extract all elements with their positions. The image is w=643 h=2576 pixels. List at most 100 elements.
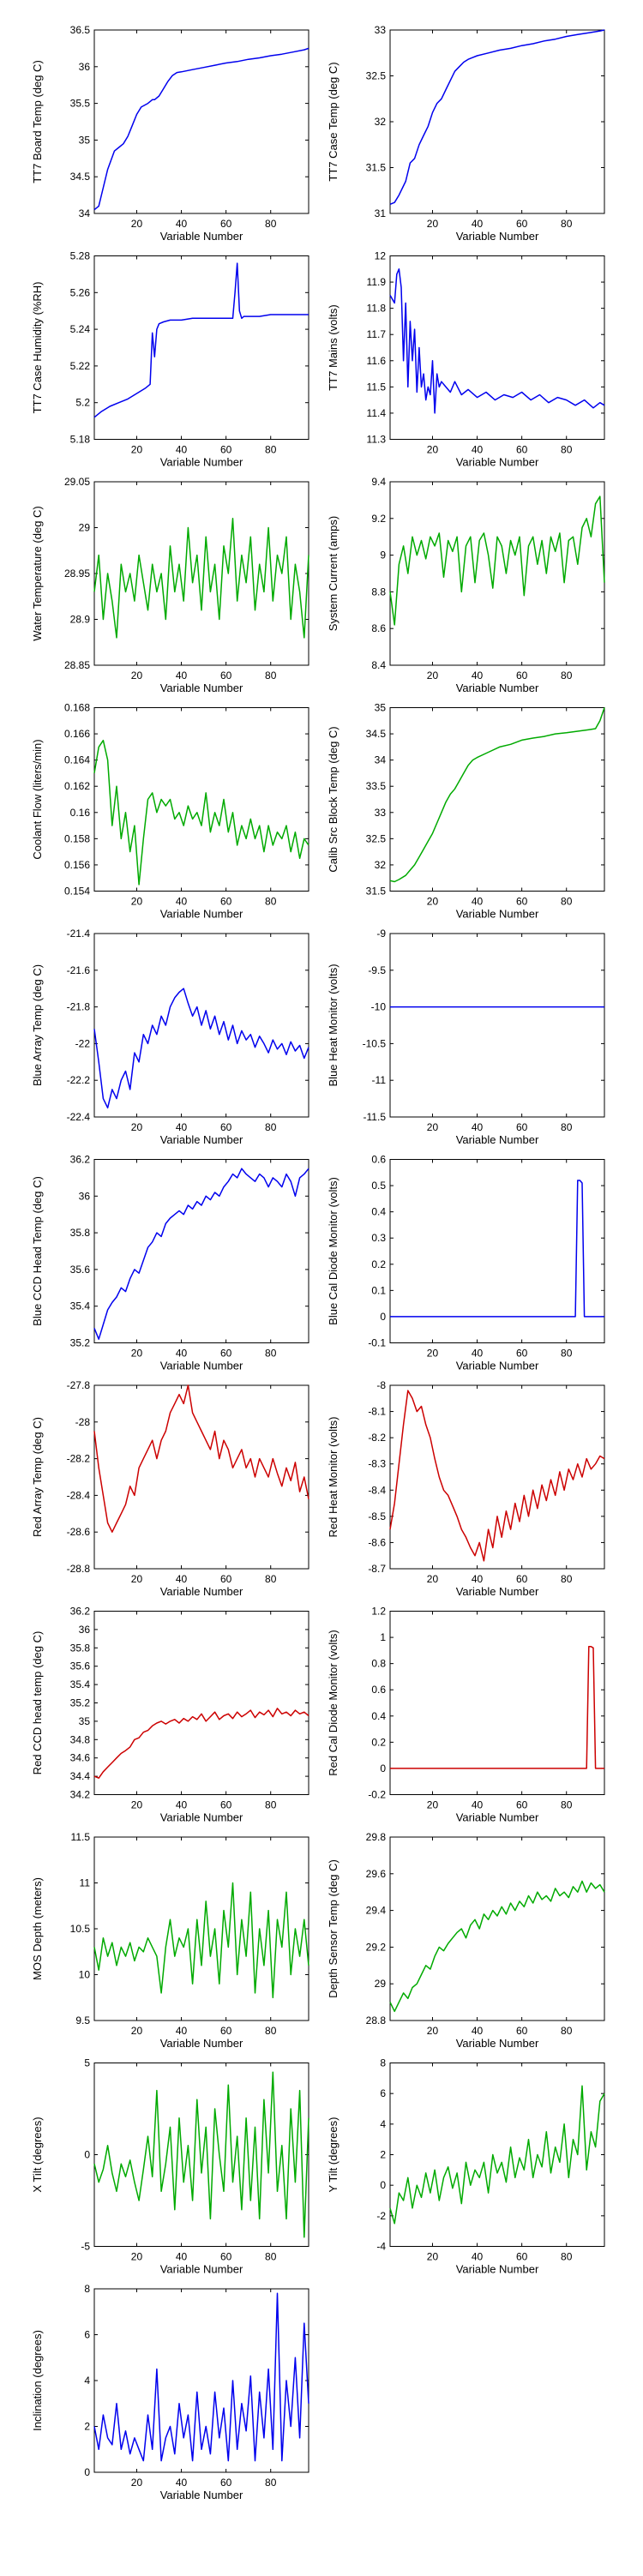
- x-tick-label: 80: [265, 2477, 277, 2489]
- y-tick-label: 35.2: [70, 1697, 91, 1709]
- y-tick-label: 0.4: [371, 1710, 386, 1722]
- y-tick-label: 11.3: [367, 434, 387, 446]
- y-tick-label: 29: [79, 522, 91, 534]
- x-axis-label: Variable Number: [456, 2263, 539, 2276]
- x-tick-label: 40: [472, 896, 484, 908]
- x-axis-label: Variable Number: [456, 1133, 539, 1146]
- y-tick-label: 34: [79, 207, 91, 219]
- y-tick-label: 35.6: [70, 1660, 91, 1672]
- y-tick-label: -8.6: [368, 1536, 386, 1548]
- x-tick-label: 60: [220, 1121, 232, 1133]
- chart-panel-1: 20 40 60 80 34 34.5 35 35.5 36 36.5 Variable Numbe…: [31, 24, 309, 243]
- y-tick-label: -21.4: [67, 928, 91, 940]
- y-tick-label: 1.2: [371, 1606, 386, 1618]
- y-tick-label: 28.8: [366, 2015, 387, 2027]
- x-tick-label: 80: [561, 896, 573, 908]
- x-axis-label: Variable Number: [160, 682, 243, 694]
- plot-area: [389, 29, 605, 214]
- chart-panel-15: 20 40 60 80 34.2 34.4 34.6 34.8 35 35.2 35.4 35.6 35…: [31, 1606, 309, 1824]
- chart-panel-4: 20 40 60 80 11.3 11.4 11.5 11.6 11.7 11.8 11.9 12 Va…: [327, 250, 605, 469]
- x-tick-label: 40: [472, 1121, 484, 1133]
- y-axis-label: Blue Array Temp (deg C): [31, 964, 44, 1086]
- series-line-1: [389, 1390, 605, 1562]
- y-tick-label: -8.7: [368, 1563, 386, 1575]
- x-tick-label: 20: [131, 1799, 143, 1811]
- chart-panel-19: 20 40 60 80 -5 0 5 Variable Number X Tilt (degre…: [31, 2057, 309, 2276]
- plot-area: [93, 1611, 309, 1795]
- x-tick-label: 80: [561, 1573, 573, 1585]
- y-tick-label: 33: [375, 807, 387, 819]
- y-tick-label: 0.168: [64, 702, 90, 714]
- y-tick-label: 11.6: [367, 355, 387, 367]
- x-tick-label: 60: [516, 1799, 528, 1811]
- x-tick-label: 20: [427, 670, 439, 682]
- y-tick-label: 32.5: [366, 70, 387, 82]
- x-tick-label: 60: [220, 896, 232, 908]
- x-axis-label: Variable Number: [160, 1811, 243, 1824]
- plot-area: [389, 707, 605, 892]
- y-tick-label: 10.5: [70, 1923, 91, 1935]
- series-line-1: [389, 707, 605, 883]
- x-tick-label: 20: [427, 2025, 439, 2037]
- y-tick-label: 31.5: [366, 886, 387, 898]
- y-tick-label: 0.164: [64, 754, 90, 766]
- y-tick-label: 8.8: [371, 585, 386, 597]
- y-tick-label: 36: [79, 61, 91, 73]
- x-tick-label: 60: [220, 2251, 232, 2263]
- y-tick-label: 28.85: [64, 659, 90, 671]
- x-tick-label: 80: [561, 1121, 573, 1133]
- x-tick-label: 20: [427, 1121, 439, 1133]
- x-axis-label: Variable Number: [456, 682, 539, 694]
- series-line-1: [93, 988, 309, 1109]
- plot-area: [389, 255, 605, 440]
- x-tick-label: 60: [516, 218, 528, 230]
- x-tick-label: 60: [516, 2251, 528, 2263]
- chart-panel-3: 20 40 60 80 5.18 5.2 5.22 5.24 5.26 5.28 Variable …: [31, 250, 309, 469]
- y-tick-label: 0: [84, 2466, 90, 2478]
- y-tick-label: 32.5: [366, 832, 387, 844]
- y-tick-label: 35.8: [70, 1227, 91, 1239]
- x-tick-label: 80: [265, 1573, 277, 1585]
- x-axis-label: Variable Number: [456, 908, 539, 921]
- y-tick-label: 9.4: [371, 476, 386, 488]
- series-line-1: [93, 739, 309, 886]
- y-tick-label: 0.3: [371, 1232, 386, 1244]
- chart-panel-7: 20 40 60 80 0.154 0.156 0.158 0.16 0.162 0.164 0.1…: [31, 702, 309, 921]
- chart-panel-16: 20 40 60 80 -0.2 0 0.2 0.4 0.6 0.8 1 1.2 Variable Nu…: [327, 1606, 605, 1824]
- y-tick-label: 4: [84, 2375, 90, 2387]
- plot-area: [389, 481, 605, 666]
- x-tick-label: 40: [472, 2025, 484, 2037]
- y-tick-label: 0.156: [64, 859, 90, 871]
- y-tick-label: 36: [79, 1190, 91, 1202]
- chart-panel-5: 20 40 60 80 28.85 28.9 28.95 29 29.05 Variable Nu…: [31, 476, 309, 694]
- x-tick-label: 20: [427, 896, 439, 908]
- y-tick-label: -10: [371, 1001, 387, 1013]
- plot-area: [389, 2063, 605, 2247]
- x-tick-label: 80: [561, 2251, 573, 2263]
- y-tick-label: 2: [84, 2421, 90, 2433]
- y-tick-label: -8.1: [368, 1406, 386, 1418]
- y-tick-label: -0.2: [368, 1789, 386, 1801]
- y-tick-label: 34.6: [70, 1752, 91, 1764]
- x-tick-label: 60: [220, 444, 232, 456]
- plot-area: [389, 1611, 605, 1795]
- x-tick-label: 20: [427, 444, 439, 456]
- y-tick-label: -11.5: [364, 1111, 387, 1123]
- y-tick-label: 0: [84, 2149, 90, 2161]
- x-axis-label: Variable Number: [160, 456, 243, 469]
- x-tick-label: 40: [472, 1573, 484, 1585]
- y-axis-label: Red Array Temp (deg C): [31, 1417, 44, 1537]
- y-tick-label: 5.2: [75, 397, 90, 409]
- chart-panel-13: 20 40 60 80 -28.8 -28.6 -28.4 -28.2 -28 -27.8 Vari…: [31, 1379, 309, 1598]
- chart-panel-14: 20 40 60 80 -8.7 -8.6 -8.5 -8.4 -8.3 -8.2 -8.1 -8 Va…: [327, 1379, 605, 1598]
- x-tick-label: 40: [176, 1121, 188, 1133]
- y-axis-label: Blue Heat Monitor (volts): [327, 964, 340, 1086]
- y-tick-label: 36.2: [70, 1606, 91, 1618]
- y-tick-label: 0.158: [64, 832, 90, 844]
- series-line-1: [389, 268, 605, 414]
- y-tick-label: 5.28: [70, 250, 91, 262]
- y-axis-label: Inclination (degrees): [31, 2330, 44, 2431]
- y-tick-label: 1: [380, 1631, 386, 1643]
- y-tick-label: -11: [372, 1074, 387, 1086]
- y-tick-label: 35.4: [70, 1678, 91, 1690]
